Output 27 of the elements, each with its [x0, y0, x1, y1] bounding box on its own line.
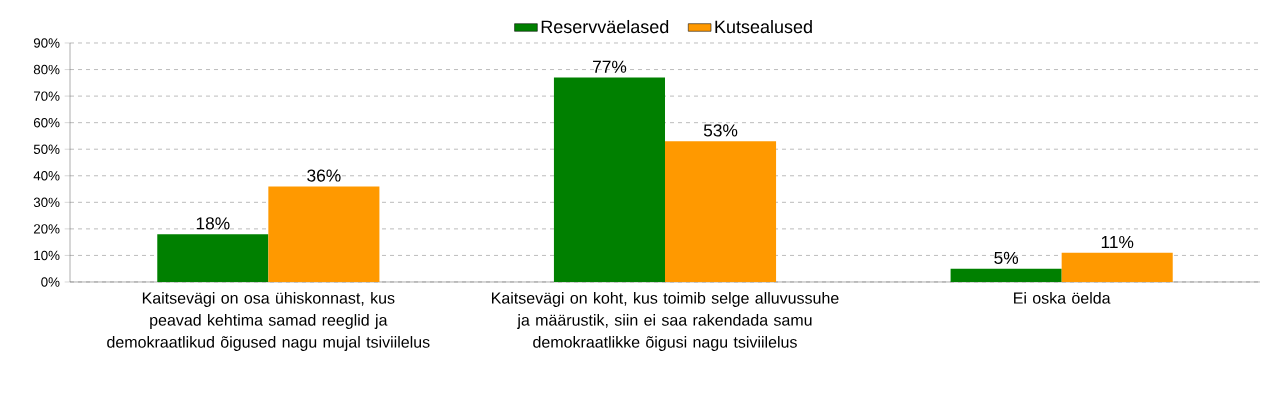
- bar: [950, 268, 1062, 282]
- y-tick-label: 0%: [41, 277, 60, 287]
- y-tick-label: 20%: [33, 224, 60, 234]
- y-tick-label: 40%: [33, 171, 60, 181]
- legend-label: Reservväelased: [541, 19, 669, 34]
- data-label: 77%: [593, 60, 627, 73]
- y-tick-label: 10%: [34, 250, 60, 261]
- bar: [665, 141, 777, 282]
- x-tick-label: Kaitsevägi on koht, kus toimib selge alluvussuhe ja määrustik, siin ei saa rakendada samu demokraatlikke õigusi nagu tsiviilelus: [492, 292, 839, 351]
- x-tick-label: Ei oska öelda: [1014, 292, 1111, 304]
- bar: [1061, 252, 1173, 282]
- data-label: 5%: [994, 251, 1019, 264]
- y-tick-label: 30%: [33, 197, 60, 208]
- x-tick-label: Kaitsevägi on osa ühiskonnast, kus peavad kehtima samad reeglid ja demokraatlikud õigused nagu mujal tsiviilelus: [107, 292, 430, 351]
- y-tick-label: 50%: [33, 144, 60, 154]
- data-label: 11%: [1101, 235, 1134, 249]
- bar: [157, 234, 269, 282]
- data-label: 36%: [307, 169, 341, 182]
- bar: [553, 77, 666, 282]
- y-tick-label: 90%: [33, 38, 60, 48]
- y-tick-label: 80%: [33, 64, 60, 75]
- y-tick-label: 70%: [33, 91, 60, 101]
- data-label: 53%: [703, 124, 738, 137]
- data-label: 18%: [196, 217, 230, 230]
- legend-label: Kutsealused: [715, 19, 812, 34]
- y-tick-label: 60%: [33, 117, 60, 128]
- bar: [268, 186, 380, 282]
